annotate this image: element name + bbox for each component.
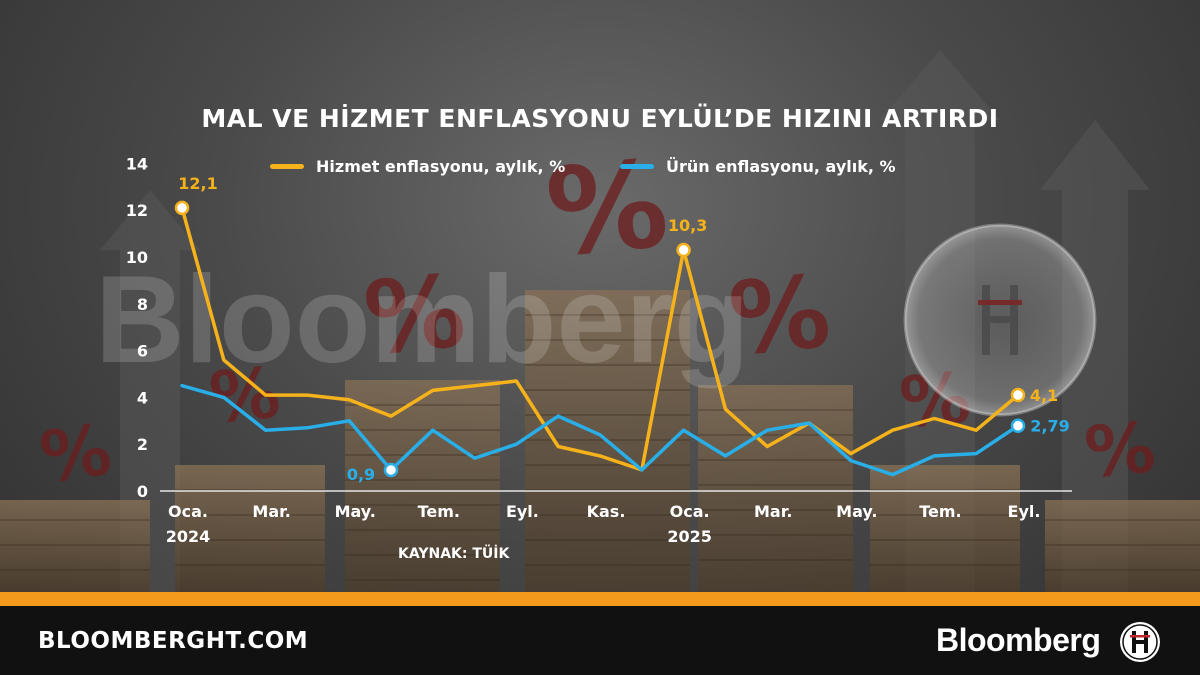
line-chart: 0 2 4 6 8 10 12 14 Oca. 2024 Mar. May. Tem. Eyl. Kas. O…	[126, 154, 1072, 546]
data-label: 10,3	[668, 216, 707, 235]
data-point-marker	[1010, 418, 1026, 433]
x-tick-year-label: 2024	[166, 527, 211, 546]
x-tick-label: Tem.	[919, 502, 961, 521]
data-label: 0,9	[347, 465, 375, 484]
y-tick-label: 10	[126, 248, 148, 267]
background-decoration: % % % % % % % Bloomberg	[0, 50, 1200, 600]
bloomberg-watermark: Bloomberg	[95, 251, 749, 389]
x-tick-label: Kas.	[587, 502, 626, 521]
footer-website[interactable]: BLOOMBERGHT.COM	[38, 628, 309, 654]
data-label: 4,1	[1030, 386, 1058, 405]
data-label: 12,1	[178, 174, 217, 193]
x-tick-label: Oca.	[168, 502, 208, 521]
svg-text:%: %	[541, 135, 673, 284]
x-tick-label: May.	[335, 502, 376, 521]
y-tick-label: 4	[137, 388, 148, 407]
y-tick-label: 12	[126, 201, 148, 220]
x-tick-label: Tem.	[418, 502, 460, 521]
legend-label-hizmet: Hizmet enflasyonu, aylık, %	[316, 156, 566, 176]
legend-item-urun: Ürün enflasyonu, aylık, %	[620, 154, 896, 178]
source-note: KAYNAK: TÜİK	[398, 546, 510, 562]
x-tick-label: May.	[836, 502, 877, 521]
data-point-marker	[174, 200, 190, 216]
series-line-urun	[180, 383, 1020, 477]
legend-swatch-hizmet	[270, 163, 304, 169]
x-tick-year-label: 2025	[667, 527, 712, 546]
x-tick-label: Oca.	[670, 502, 710, 521]
legend-label-urun: Ürün enflasyonu, aylık, %	[666, 156, 896, 176]
chart-title: MAL VE HİZMET ENFLASYONU EYLÜL’DE HIZINI…	[201, 104, 999, 133]
coin-stacks	[0, 290, 1200, 600]
series-line-hizmet	[180, 206, 1020, 472]
footer-brand-logo: Bloomberg	[936, 622, 1101, 658]
data-point-marker	[383, 462, 399, 478]
y-tick-label: 0	[137, 482, 148, 501]
data-label: 2,79	[1030, 417, 1069, 436]
legend-item-hizmet: Hizmet enflasyonu, aylık, %	[270, 154, 565, 178]
accent-bar	[0, 592, 1200, 606]
svg-text:%: %	[35, 408, 116, 499]
y-tick-label: 2	[137, 435, 148, 454]
ht-logo-watermark	[978, 285, 1022, 355]
x-tick-label: Eyl.	[1008, 502, 1041, 521]
y-tick-label: 6	[137, 342, 148, 361]
x-tick-label: Eyl.	[506, 502, 539, 521]
svg-text:%: %	[725, 253, 835, 378]
glass-sphere	[903, 223, 1097, 417]
data-point-marker	[1010, 387, 1026, 403]
x-tick-label: Mar.	[754, 502, 792, 521]
footer: BLOOMBERGHT.COM Bloomberg	[0, 606, 1200, 675]
ht-logo-icon	[1120, 622, 1160, 662]
legend-swatch-urun	[620, 163, 654, 169]
svg-text:%: %	[1082, 406, 1159, 494]
svg-text:%: %	[360, 252, 470, 377]
y-tick-label: 8	[137, 295, 148, 314]
y-tick-label: 14	[126, 154, 148, 173]
data-point-marker	[676, 242, 691, 258]
x-tick-label: Mar.	[252, 502, 290, 521]
